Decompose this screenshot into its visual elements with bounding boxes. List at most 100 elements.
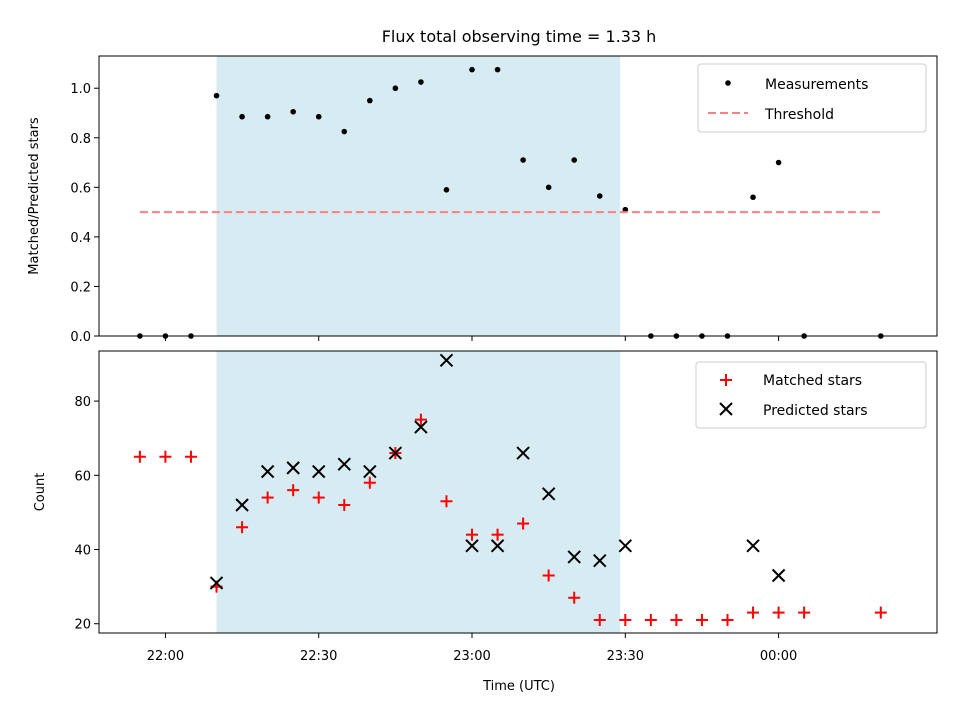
bottom-panel: 20 40 60 80 22:00 22:30 23:00 23:30 00:00 (74, 350, 938, 664)
data-point (312, 491, 325, 504)
data-point (772, 606, 785, 619)
data-point (622, 206, 629, 213)
data-point (541, 487, 556, 501)
data-point (418, 79, 424, 85)
data-point (337, 457, 351, 471)
data-point (260, 464, 275, 479)
data-point (520, 157, 526, 163)
legend-predicted-label: Predicted stars (763, 403, 868, 419)
y-tick-label: 1.0 (70, 82, 91, 97)
legend-matched-marker (720, 374, 732, 386)
data-point (287, 484, 300, 497)
data-point (775, 159, 782, 166)
y-tick-label: 0.2 (70, 280, 91, 295)
top-legend-box (697, 63, 927, 133)
y-tick-label: 0.6 (70, 181, 91, 196)
data-point (443, 187, 450, 193)
data-point (567, 550, 581, 564)
data-point (494, 66, 501, 73)
top-legend: Measurements Threshold (697, 63, 927, 133)
legend-measurements-marker (725, 80, 731, 86)
x-tick-label: 22:00 (147, 649, 184, 664)
data-point (874, 606, 887, 619)
data-point (312, 464, 326, 479)
data-point (367, 97, 373, 104)
data-point (490, 539, 505, 553)
data-point (798, 606, 811, 619)
data-point (338, 498, 351, 511)
data-point (341, 128, 348, 135)
data-point (159, 450, 172, 463)
x-tick-label: 00:00 (760, 649, 797, 664)
series-matched-stars (133, 413, 887, 627)
data-point (596, 193, 603, 199)
data-point (517, 517, 530, 530)
axes-frame (98, 55, 938, 337)
data-point (644, 614, 657, 627)
data-point (236, 521, 249, 534)
data-point (721, 614, 734, 627)
x-tick-label: 23:00 (453, 649, 490, 664)
y-tick-label: 80 (74, 395, 91, 410)
top-panel: 0.0 0.2 0.4 0.6 0.8 1.0 (70, 55, 938, 345)
data-point (209, 576, 224, 590)
data-point (750, 194, 756, 201)
data-point (315, 113, 322, 120)
data-point (747, 606, 760, 619)
series-measurements (137, 66, 884, 339)
data-point (516, 446, 530, 460)
bottom-legend-box (695, 361, 927, 429)
data-point (542, 569, 555, 582)
data-point (469, 66, 475, 73)
y-tick-label: 0.8 (70, 132, 91, 147)
x-tick-label: 23:30 (607, 649, 644, 664)
data-point (746, 539, 760, 553)
legend-threshold-label: Threshold (764, 107, 834, 123)
bottom-y-axis-label: Count (33, 473, 48, 512)
legend-measurements-label: Measurements (765, 77, 868, 93)
data-point (239, 113, 245, 120)
series-predicted-stars (209, 353, 786, 590)
legend-matched-label: Matched stars (763, 373, 862, 389)
data-point (261, 491, 274, 504)
data-point (363, 464, 377, 479)
data-point (290, 108, 296, 115)
data-point (439, 353, 454, 367)
x-tick-label: 22:30 (300, 649, 337, 664)
data-point (235, 498, 249, 512)
data-point (388, 446, 403, 460)
data-point (695, 614, 708, 627)
bottom-legend: Matched stars Predicted stars (695, 361, 927, 429)
data-point (133, 450, 146, 463)
data-point (568, 591, 581, 604)
observing-window-span (216, 56, 621, 336)
data-point (184, 450, 197, 463)
data-point (618, 539, 633, 553)
y-tick-label: 0.4 (70, 231, 91, 246)
y-tick-label: 0.0 (70, 330, 91, 345)
data-point (771, 568, 786, 583)
data-point (213, 92, 220, 99)
data-point (414, 413, 427, 426)
data-point (593, 614, 606, 627)
legend-predicted-marker (719, 402, 733, 416)
data-point (465, 539, 479, 553)
chart-title: Flux total observing time = 1.33 h (382, 27, 657, 46)
data-point (392, 85, 399, 92)
data-point (363, 476, 376, 489)
top-y-axis-label: Matched/Predicted stars (27, 117, 42, 275)
data-point (545, 184, 552, 191)
data-point (440, 495, 453, 508)
y-tick-label: 20 (74, 618, 91, 633)
data-point (619, 614, 632, 627)
data-point (670, 614, 683, 627)
y-tick-label: 40 (74, 544, 91, 559)
y-tick-label: 60 (74, 469, 91, 484)
data-point (286, 461, 300, 475)
data-point (264, 113, 271, 120)
axes-frame (98, 350, 938, 634)
data-point (593, 553, 607, 568)
observing-window-span (216, 351, 621, 633)
data-point (466, 528, 479, 541)
